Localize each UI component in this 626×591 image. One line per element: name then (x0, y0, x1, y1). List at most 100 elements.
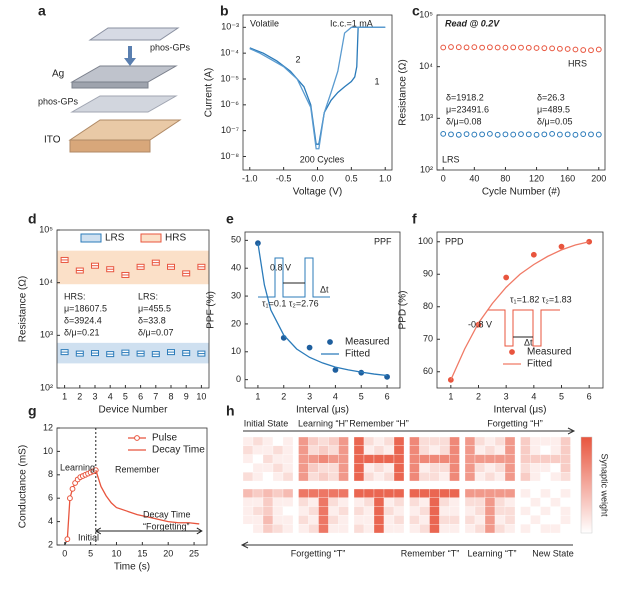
heat-cell (242, 454, 254, 464)
heat-cell (540, 445, 551, 455)
heat-cell (494, 524, 506, 534)
y-tick-label: 10⁴ (39, 277, 53, 287)
annotation: τ₁=0.1 τ₂=2.76 (262, 298, 319, 308)
heat-cell (262, 472, 274, 482)
heat-cell (540, 524, 551, 534)
heat-cell (353, 524, 365, 534)
panel-letter: f (412, 211, 417, 227)
heat-cell (298, 515, 309, 525)
heat-cell (439, 497, 450, 507)
heat-cell (272, 472, 284, 482)
heat-cell (393, 497, 405, 507)
heat-cell (520, 454, 531, 464)
heat-cell (308, 497, 319, 507)
heat-cell (393, 488, 405, 498)
x-tick-label: 3 (92, 391, 97, 401)
heat-cell (383, 497, 395, 507)
y-tick-label: 10⁻³ (221, 22, 239, 32)
heat-cell (338, 524, 349, 534)
heat-cell (474, 488, 486, 498)
heat-cell (252, 488, 264, 498)
y-tick-label: 2 (48, 539, 53, 549)
y-tick-label: 10⁵ (39, 224, 53, 234)
y-tick-label: 10³ (40, 330, 53, 340)
heat-cell (383, 472, 395, 482)
x-axis-label: Device Number (99, 405, 169, 416)
heat-cell (540, 497, 551, 507)
heat-cell (393, 524, 405, 534)
heat-cell (363, 472, 375, 482)
heat-cell (298, 497, 309, 507)
heat-cell (409, 472, 420, 482)
x-tick-label: 2 (77, 391, 82, 401)
heat-cell (328, 436, 339, 446)
heat-cell (308, 436, 319, 446)
legend-swatch (134, 435, 140, 441)
state-label: Learning “H” (298, 418, 348, 428)
heat-cell (550, 524, 561, 534)
legend-label: LRS (105, 233, 125, 244)
heat-cell (262, 497, 274, 507)
heat-cell (353, 445, 365, 455)
x-tick-label: 1 (255, 391, 260, 401)
heat-cell (530, 515, 541, 525)
point (503, 274, 510, 281)
heat-cell (318, 445, 329, 455)
legend-label: Measured (345, 337, 389, 348)
heat-cell (363, 454, 375, 464)
heat-cell (504, 463, 516, 473)
x-tick-label: 4 (333, 391, 338, 401)
heat-cell (252, 472, 264, 482)
heat-cell (504, 488, 516, 498)
ag-side (71, 81, 149, 89)
point (67, 495, 73, 502)
heat-cell (328, 472, 339, 482)
heat-cell (494, 515, 506, 525)
legend-label: HRS (165, 233, 186, 244)
x-tick-label: 7 (153, 391, 158, 401)
heat-cell (338, 506, 349, 516)
heat-cell (308, 488, 319, 498)
heat-cell (540, 472, 551, 482)
y-tick-label: 80 (423, 301, 433, 311)
heat-cell (520, 472, 531, 482)
heat-cell (464, 515, 476, 525)
heat-cell (298, 524, 309, 534)
point (541, 45, 548, 52)
heat-cell (449, 454, 460, 464)
heat-cell (494, 506, 506, 516)
x-tick-label: 1 (448, 391, 453, 401)
heat-cell (504, 445, 516, 455)
heat-cell (429, 497, 440, 507)
heat-cell (550, 506, 561, 516)
annotation: Volatile (250, 18, 279, 28)
heat-cell (338, 497, 349, 507)
x-axis-label: Voltage (V) (293, 187, 342, 198)
y-axis-label: PPD (%) (398, 291, 409, 330)
heat-cell (464, 463, 476, 473)
point (549, 130, 556, 137)
x-tick-label: -0.5 (276, 173, 292, 183)
chart-panel: 0 10 20 30 40 50 1 2 3 4 5 6 Interval (μs) PPF (%) PPF… (206, 231, 401, 416)
y-tick-label: 10⁻⁶ (221, 99, 240, 109)
heat-cell (318, 506, 329, 516)
point (556, 45, 563, 52)
legend-label: Decay Time (152, 445, 205, 456)
heat-cell (393, 454, 405, 464)
point (486, 44, 493, 51)
legend-label: Fitted (527, 359, 552, 370)
heat-cell (484, 488, 496, 498)
heat-cell (429, 445, 440, 455)
x-tick-label: 9 (184, 391, 189, 401)
ito-side (69, 139, 151, 153)
heat-cell (464, 454, 476, 464)
state-label: New State (532, 548, 574, 558)
heat-cell (393, 506, 405, 516)
heat-cell (484, 472, 496, 482)
heat-cell (252, 445, 264, 455)
heat-cell (484, 515, 496, 525)
x-tick-label: 40 (469, 173, 479, 183)
x-tick-label: 0.0 (311, 173, 324, 183)
heat-cell (242, 436, 254, 446)
